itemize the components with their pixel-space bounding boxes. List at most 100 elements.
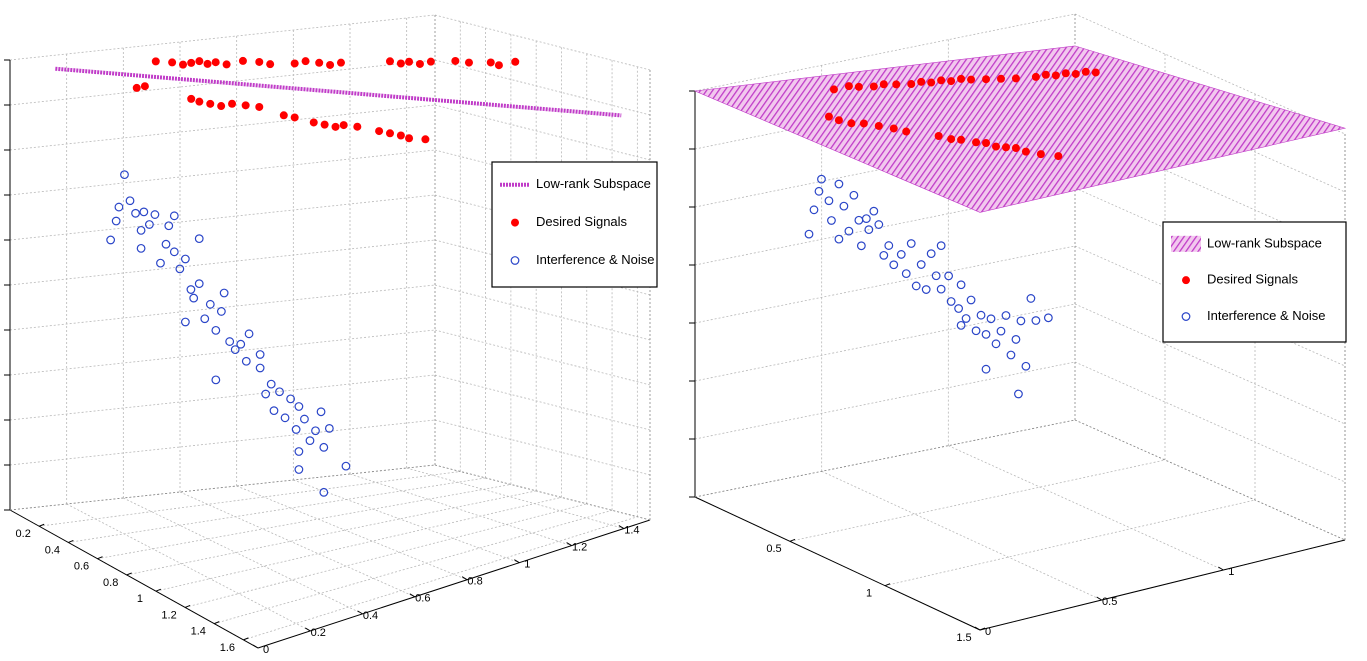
signal-point [320,120,329,129]
signal-point [996,74,1005,83]
noise-point [269,406,279,416]
x-tick [126,572,132,576]
grid-line [1074,361,1346,483]
noise-point [844,226,854,236]
axis-line [257,519,651,649]
grid-line [293,479,520,564]
signal-point [415,59,424,68]
noise-point [169,247,179,257]
signal-point [947,77,956,86]
noise-point [966,295,976,305]
signal-point [1036,150,1045,159]
grid-line [694,303,1076,382]
noise-point [111,216,121,226]
signal-point [1001,143,1010,152]
signal-point [255,102,264,111]
grid-line [9,419,436,466]
signal-point [982,75,991,84]
noise-point [169,211,179,221]
y-tick-label: 1.4 [624,524,639,536]
noise-point [139,207,149,217]
noise-point [824,196,834,206]
noise-point [120,170,129,180]
y-tick [461,576,468,581]
signal-point [511,57,520,66]
grid-line [214,509,613,625]
signal-point [957,74,966,83]
noise-point [916,260,926,269]
signal-point [279,111,288,120]
x-tick-label: 1 [866,588,872,600]
subspace-surface [693,45,1347,213]
y-tick-label: 0 [263,644,269,656]
grid-line [694,187,1076,266]
signal-point [1081,67,1090,76]
signal-point [255,57,264,66]
grid-line [406,467,624,529]
noise-point [834,234,844,244]
noise-point [244,329,254,339]
noise-point [827,216,836,225]
signal-point [405,134,414,143]
signal-point [187,94,196,103]
y-tick [566,542,572,547]
signal-point [972,138,981,147]
noise-point [869,206,879,216]
x-tick-label: 1.6 [220,642,235,654]
grid-line [1074,303,1346,425]
noise-point [205,299,215,309]
signal-point [290,59,299,68]
noise-point [280,413,290,423]
legend-label: Interference & Noise [536,252,655,267]
signal-point [1011,144,1020,153]
grid-line [434,284,651,341]
box-edge [9,464,436,511]
noise-point [219,288,229,298]
grid-line [179,491,415,598]
grid-line [1074,13,1346,135]
noise-point [266,379,276,389]
noise-point [817,174,826,184]
grid-line [948,445,1224,571]
noise-point [194,279,204,289]
signal-point [195,97,204,106]
grid-line [694,13,1076,92]
noise-point [106,235,116,245]
grid-line [9,239,436,286]
noise-point [230,345,240,355]
signal-point [385,129,394,138]
noise-point [996,326,1006,336]
noise-point [324,424,334,433]
x-tick-label: 1.2 [161,609,176,621]
chart-panel: 0.5 1 1.5 0 0.5 1 Low-rank Subspace Desired Sig… [689,13,1347,644]
noise-point [294,447,304,456]
y-tick [357,610,363,615]
noise-point [341,461,351,471]
noise-point [981,329,991,339]
noise-point [125,196,135,206]
grid-line [349,473,572,546]
noise-point [156,258,165,268]
grid-line [434,59,651,116]
signal-point [967,75,976,84]
box-edge [434,464,651,521]
noise-point [961,314,971,323]
y-tick [1218,566,1224,571]
signal-point [486,58,495,67]
grid-line [9,374,436,421]
noise-point [291,425,301,434]
grid-line [9,149,436,196]
signal-point [844,82,853,91]
noise-point [854,215,864,225]
x-tick [155,588,162,592]
noise-point [889,260,899,270]
signal-point [824,112,833,121]
grid-line [155,496,562,592]
noise-point [241,356,251,366]
x-tick [184,604,191,608]
signal-point [396,131,405,140]
noise-point [981,364,991,374]
noise-point [150,210,160,219]
legend-label: Low-rank Subspace [536,176,651,191]
grid-line [66,503,311,632]
